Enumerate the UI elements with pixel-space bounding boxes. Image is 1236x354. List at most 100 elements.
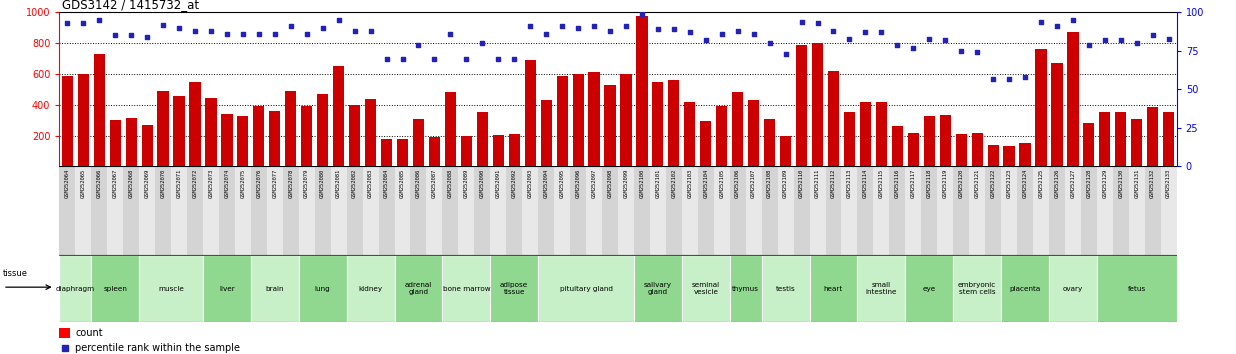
Point [248,31,268,37]
Text: heart: heart [824,286,843,291]
Bar [1065,166,1082,255]
Text: small
intestine: small intestine [865,282,897,295]
Text: GSM252103: GSM252103 [687,169,692,198]
Bar [286,91,297,166]
Text: GSM252119: GSM252119 [943,169,948,198]
Text: GSM252124: GSM252124 [1022,169,1027,198]
Text: GSM252096: GSM252096 [576,169,581,198]
Text: GSM252116: GSM252116 [895,169,900,198]
Text: GSM252108: GSM252108 [768,169,772,198]
Text: GSM252076: GSM252076 [256,169,261,198]
Text: GSM252105: GSM252105 [719,169,724,198]
Point [1111,37,1131,43]
Bar [586,166,602,255]
Bar [698,166,713,255]
Bar [939,115,950,166]
Text: GSM252094: GSM252094 [544,169,549,198]
Text: GSM252112: GSM252112 [831,169,836,198]
Bar [394,255,442,322]
Bar [187,166,203,255]
Bar [634,166,650,255]
Bar [953,166,969,255]
Point [440,31,460,37]
Bar [538,255,634,322]
Text: GSM252132: GSM252132 [1151,169,1156,198]
Text: GSM252127: GSM252127 [1070,169,1075,198]
Bar [1096,255,1177,322]
Bar [1083,123,1094,166]
Bar [362,166,378,255]
Point [648,27,667,32]
Bar [634,255,682,322]
Point [887,42,907,47]
Bar [237,116,248,166]
Bar [142,125,153,166]
Text: eye: eye [922,286,936,291]
Bar [937,166,953,255]
Bar [426,166,442,255]
Bar [410,166,426,255]
Bar [442,255,491,322]
Bar [1036,49,1047,166]
Text: GSM252111: GSM252111 [815,169,819,198]
Bar [748,100,759,166]
Bar [572,74,583,166]
Point [409,42,429,47]
Text: adipose
tissue: adipose tissue [501,282,528,295]
Text: diaphragm: diaphragm [56,286,95,291]
Bar [1128,166,1145,255]
Bar [1147,107,1158,166]
Bar [461,136,472,166]
Bar [969,166,985,255]
Bar [685,102,696,166]
Text: GSM252118: GSM252118 [927,169,932,198]
Bar [157,91,168,166]
Point [983,76,1002,81]
Bar [955,134,967,166]
Point [855,30,875,35]
Bar [397,139,408,166]
Point [920,36,939,41]
Text: muscle: muscle [158,286,184,291]
Point [839,36,859,41]
Point [313,25,332,31]
Point [712,31,732,37]
Text: GSM252100: GSM252100 [639,169,644,198]
Text: GSM252068: GSM252068 [129,169,133,198]
Bar [126,118,137,166]
Point [760,40,780,46]
Bar [921,166,937,255]
Text: GSM252128: GSM252128 [1086,169,1091,198]
Bar [874,166,890,255]
Point [1047,23,1067,29]
Bar [507,166,523,255]
Text: GSM252109: GSM252109 [784,169,789,198]
Text: GSM252107: GSM252107 [751,169,756,198]
Bar [796,45,807,166]
Bar [221,114,232,166]
Text: brain: brain [266,286,284,291]
Bar [140,255,203,322]
Point [616,23,635,29]
Point [601,28,620,34]
Bar [905,166,921,255]
Text: GSM252091: GSM252091 [496,169,501,198]
Point [73,20,93,26]
Text: seminal
vesicle: seminal vesicle [692,282,719,295]
Bar [477,113,488,166]
Text: GSM252083: GSM252083 [368,169,373,198]
Text: GSM252125: GSM252125 [1038,169,1043,198]
Point [632,11,651,17]
Point [1079,42,1099,47]
Bar [764,119,775,166]
Bar [891,126,904,166]
Point [536,31,556,37]
Point [361,28,381,34]
Bar [302,106,313,166]
Text: GSM252085: GSM252085 [400,169,405,198]
Text: embryonic
stem cells: embryonic stem cells [958,282,996,295]
Point [265,31,284,37]
Text: GSM252066: GSM252066 [96,169,101,198]
Text: kidney: kidney [358,286,383,291]
Point [1015,74,1035,80]
